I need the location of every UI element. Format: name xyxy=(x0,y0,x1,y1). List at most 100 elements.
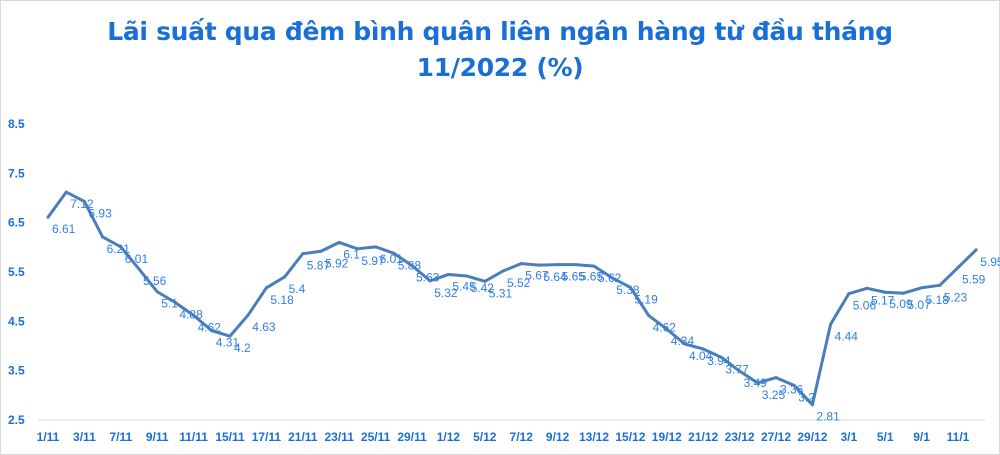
data-label: 4.04 xyxy=(689,349,713,363)
data-point xyxy=(355,247,359,251)
data-point xyxy=(574,263,578,267)
data-point xyxy=(374,245,378,249)
data-point xyxy=(792,383,796,387)
data-label: 5.45 xyxy=(452,279,476,293)
x-tick-label: 21/11 xyxy=(288,430,318,444)
data-point xyxy=(810,403,814,407)
data-label: 4.62 xyxy=(653,320,677,334)
data-label: 3.25 xyxy=(762,388,786,402)
x-tick-label: 25/11 xyxy=(361,430,391,444)
data-point xyxy=(628,285,632,289)
data-label: 4.88 xyxy=(179,308,203,322)
data-point xyxy=(920,286,924,290)
x-tick-label: 5/12 xyxy=(473,430,497,444)
data-label: 7.12 xyxy=(70,197,94,211)
data-point xyxy=(119,245,123,249)
data-point xyxy=(537,263,541,267)
data-point xyxy=(756,381,760,385)
data-point xyxy=(301,252,305,256)
data-label: 5.65 xyxy=(562,270,586,284)
data-point xyxy=(137,267,141,271)
data-point xyxy=(465,274,469,278)
data-point xyxy=(192,313,196,317)
data-point xyxy=(101,235,105,239)
data-point xyxy=(392,251,396,255)
x-tick-label: 23/11 xyxy=(325,430,355,444)
data-point xyxy=(683,342,687,346)
x-tick-label: 9/12 xyxy=(546,430,570,444)
data-label: 5.18 xyxy=(270,293,294,307)
y-tick-label: 2.5 xyxy=(8,413,25,427)
data-label: 5.09 xyxy=(889,297,913,311)
x-tick-label: 15/11 xyxy=(215,430,245,444)
data-label: 6.1 xyxy=(343,247,360,261)
x-tick-label: 7/11 xyxy=(109,430,132,444)
data-label: 5.56 xyxy=(143,274,167,288)
y-tick-label: 4.5 xyxy=(8,314,25,328)
data-point xyxy=(501,269,505,273)
data-label: 5.1 xyxy=(161,297,178,311)
data-point xyxy=(938,283,942,287)
data-label: 3.94 xyxy=(707,354,731,368)
data-label: 6.93 xyxy=(88,206,112,220)
data-point xyxy=(519,262,523,266)
data-point xyxy=(974,248,978,252)
data-point xyxy=(847,292,851,296)
x-tick-label: 11/11 xyxy=(179,430,208,444)
data-point xyxy=(64,190,68,194)
data-label: 4.63 xyxy=(252,320,276,334)
x-tick-label: 19/12 xyxy=(652,430,682,444)
data-point xyxy=(647,313,651,317)
data-point xyxy=(283,275,287,279)
data-point xyxy=(428,279,432,283)
data-point xyxy=(173,301,177,305)
x-tick-label: 23/12 xyxy=(725,430,755,444)
data-point xyxy=(610,276,614,280)
data-point xyxy=(319,249,323,253)
data-label: 5.4 xyxy=(289,282,306,296)
x-tick-label: 3/11 xyxy=(73,430,96,444)
series-line xyxy=(46,190,978,407)
data-label: 5.95 xyxy=(980,255,1000,269)
data-point xyxy=(665,327,669,331)
data-point xyxy=(446,272,450,276)
data-point xyxy=(246,313,250,317)
data-point xyxy=(337,240,341,244)
x-tick-label: 15/12 xyxy=(615,430,645,444)
data-point xyxy=(264,286,268,290)
x-tick-label: 3/1 xyxy=(840,430,857,444)
x-tick-label: 17/11 xyxy=(252,430,282,444)
data-point xyxy=(228,334,232,338)
data-label: 4.62 xyxy=(198,320,222,334)
data-point xyxy=(719,355,723,359)
x-tick-label: 13/12 xyxy=(579,430,609,444)
data-point xyxy=(774,376,778,380)
data-label: 6.61 xyxy=(52,222,76,236)
data-label: 2.81 xyxy=(816,410,840,424)
data-label: 5.32 xyxy=(434,286,458,300)
data-label: 3.2 xyxy=(798,390,815,404)
data-label: 5.06 xyxy=(853,299,877,313)
data-label: 6.01 xyxy=(380,252,404,266)
data-label: 6.21 xyxy=(107,242,131,256)
data-label: 5.65 xyxy=(580,270,604,284)
x-tick-label: 29/11 xyxy=(397,430,427,444)
chart-title-line1: Lãi suất qua đêm bình quân liên ngân hàn… xyxy=(107,17,893,46)
data-label: 5.31 xyxy=(489,286,513,300)
data-label: 5.52 xyxy=(507,276,531,290)
data-label: 4.34 xyxy=(671,334,695,348)
data-point xyxy=(556,263,560,267)
data-label: 4.2 xyxy=(234,341,251,355)
data-point xyxy=(901,291,905,295)
data-label: 5.23 xyxy=(944,290,968,304)
x-tick-label: 5/1 xyxy=(877,430,894,444)
data-label: 3.77 xyxy=(725,362,749,376)
x-tick-label: 9/11 xyxy=(146,430,169,444)
data-label: 5.64 xyxy=(543,270,567,284)
y-tick-label: 3.5 xyxy=(8,364,25,378)
x-tick-label: 9/1 xyxy=(913,430,930,444)
data-label: 3.36 xyxy=(780,383,804,397)
data-label: 5.18 xyxy=(926,293,950,307)
x-tick-label: 11/1 xyxy=(947,430,970,444)
